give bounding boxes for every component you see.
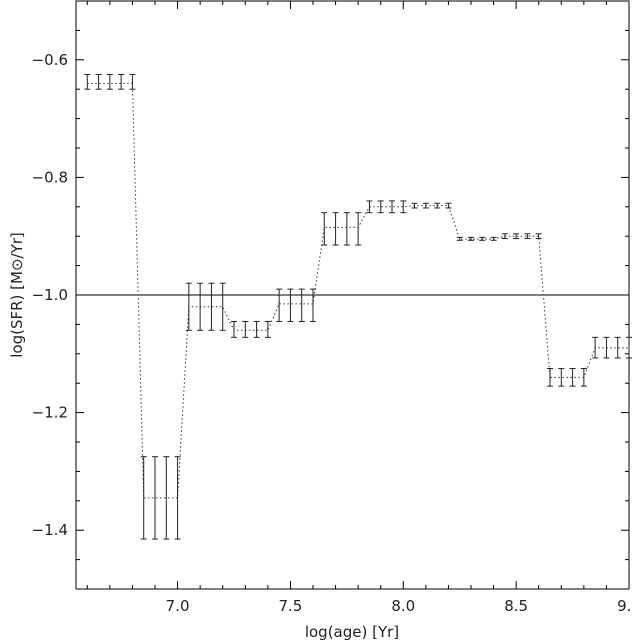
error-bar [479, 236, 486, 241]
error-bar [456, 236, 463, 241]
error-bar [140, 456, 147, 540]
error-bar [445, 202, 452, 209]
error-bar [185, 282, 192, 331]
series-layer [84, 74, 632, 540]
error-bar [434, 202, 441, 209]
error-bar [558, 368, 565, 387]
error-bar [400, 200, 407, 214]
y-tick-label: −0.8 [32, 168, 68, 186]
error-bar [377, 200, 384, 214]
error-bar [298, 288, 305, 322]
error-bar [253, 320, 260, 338]
error-bar [580, 368, 587, 387]
x-axis-label: log(age) [Yr] [305, 623, 399, 641]
error-bar [366, 200, 373, 214]
error-bar [389, 200, 395, 214]
error-bar [208, 282, 215, 331]
error-bar [163, 456, 170, 540]
error-bar [524, 233, 531, 240]
y-tick-label: −1.4 [32, 521, 68, 539]
error-bar [513, 233, 520, 240]
error-bar [197, 282, 204, 331]
error-bar [84, 74, 91, 90]
error-bar [287, 288, 294, 322]
error-bar [332, 212, 339, 246]
error-bar [95, 74, 102, 90]
error-bar [535, 233, 542, 240]
error-bar [501, 233, 508, 240]
x-tick-label: 8.5 [504, 597, 528, 615]
axis-ticks-layer: 7.0 7.5 8.0 8.5 9.0 −1.4 −1.2 −1.0 −0.8 −0.6 [32, 0, 632, 615]
error-bar [152, 456, 158, 540]
error-bar [626, 336, 632, 359]
error-bar [129, 74, 136, 90]
error-bar [490, 236, 497, 241]
error-bar [468, 236, 474, 241]
x-tick-label: 9.0 [617, 597, 632, 615]
x-tick-label: 7.0 [166, 597, 190, 615]
error-bar [603, 336, 610, 359]
error-bar [547, 368, 553, 387]
error-bar [569, 368, 576, 387]
error-bar [106, 74, 113, 90]
error-bar [355, 212, 362, 246]
error-bar [422, 202, 429, 209]
error-bar [343, 212, 350, 246]
error-bar [411, 202, 418, 209]
error-bar [231, 320, 237, 338]
error-bar [310, 288, 316, 322]
error-bar [276, 288, 283, 322]
error-bar [264, 320, 271, 338]
y-axis-label: log(SFR) [M⊙/Yr] [8, 232, 26, 358]
x-tick-label: 7.5 [278, 597, 302, 615]
y-tick-label: −0.6 [32, 51, 68, 69]
y-tick-label: −1.0 [32, 286, 68, 304]
sfr-step-line [87, 82, 629, 499]
error-bar [614, 336, 621, 359]
x-tick-label: 8.0 [391, 597, 415, 615]
error-bar [174, 456, 181, 540]
y-tick-label: −1.2 [32, 404, 68, 422]
error-bar [321, 212, 328, 246]
error-bar [592, 336, 599, 359]
error-bar [118, 74, 125, 90]
error-bar [242, 320, 249, 338]
error-bar [219, 282, 226, 331]
